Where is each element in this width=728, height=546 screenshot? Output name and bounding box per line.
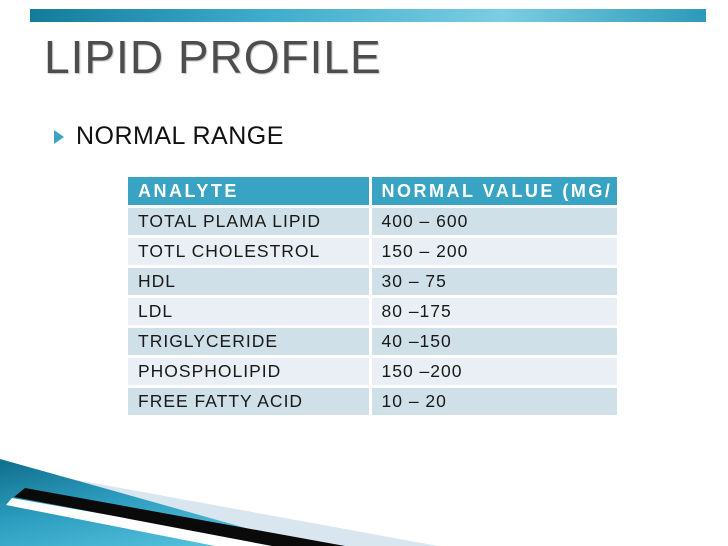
cell-normal-value: 10 – 20 (370, 386, 617, 418)
cell-analyte: TOTL CHOLESTROL (128, 236, 372, 268)
swoosh-black-stripe (14, 488, 345, 546)
header-normal-value: NORMAL VALUE (MG/ (370, 177, 617, 208)
table-body: TOTAL PLAMA LIPID 400 – 600 TOTL CHOLESTRO… (128, 206, 617, 418)
table-header-row: ANALYTE NORMAL VALUE (MG/ (128, 177, 617, 208)
top-accent-bar (30, 9, 706, 22)
cell-normal-value: 40 –150 (370, 326, 617, 358)
bullet-line: NORMAL RANGE (54, 122, 284, 151)
cell-analyte: FREE FATTY ACID (128, 386, 372, 418)
cell-analyte: LDL (128, 296, 372, 328)
table-row: PHOSPHOLIPID 150 –200 (128, 356, 617, 388)
cell-normal-value: 80 –175 (370, 296, 617, 328)
cell-analyte: TRIGLYCERIDE (128, 326, 372, 358)
slide-title: LIPID PROFILE (44, 31, 382, 83)
swoosh-teal-wedge (0, 459, 310, 546)
cell-normal-value: 30 – 75 (370, 266, 617, 298)
table-row: HDL 30 – 75 (128, 266, 617, 298)
table-row: TRIGLYCERIDE 40 –150 (128, 326, 617, 358)
cell-normal-value: 150 – 200 (370, 236, 617, 268)
bullet-triangle-icon (54, 129, 64, 144)
table-row: TOTL CHOLESTROL 150 – 200 (128, 236, 617, 268)
header-analyte: ANALYTE (128, 177, 372, 208)
cell-analyte: PHOSPHOLIPID (128, 356, 372, 388)
table-row: TOTAL PLAMA LIPID 400 – 600 (128, 206, 617, 238)
table-header: ANALYTE NORMAL VALUE (MG/ (128, 177, 617, 208)
cell-normal-value: 400 – 600 (370, 206, 617, 238)
swoosh-white-sliver (6, 498, 285, 546)
cell-analyte: HDL (128, 266, 372, 298)
table-row: FREE FATTY ACID 10 – 20 (128, 386, 617, 418)
table-row: LDL 80 –175 (128, 296, 617, 328)
swoosh-pale-wedge (66, 478, 438, 546)
cell-normal-value: 150 –200 (370, 356, 617, 388)
lipid-table: ANALYTE NORMAL VALUE (MG/ TOTAL PLAMA LI… (128, 177, 617, 418)
bullet-label: NORMAL RANGE (76, 122, 284, 150)
cell-analyte: TOTAL PLAMA LIPID (128, 206, 372, 238)
